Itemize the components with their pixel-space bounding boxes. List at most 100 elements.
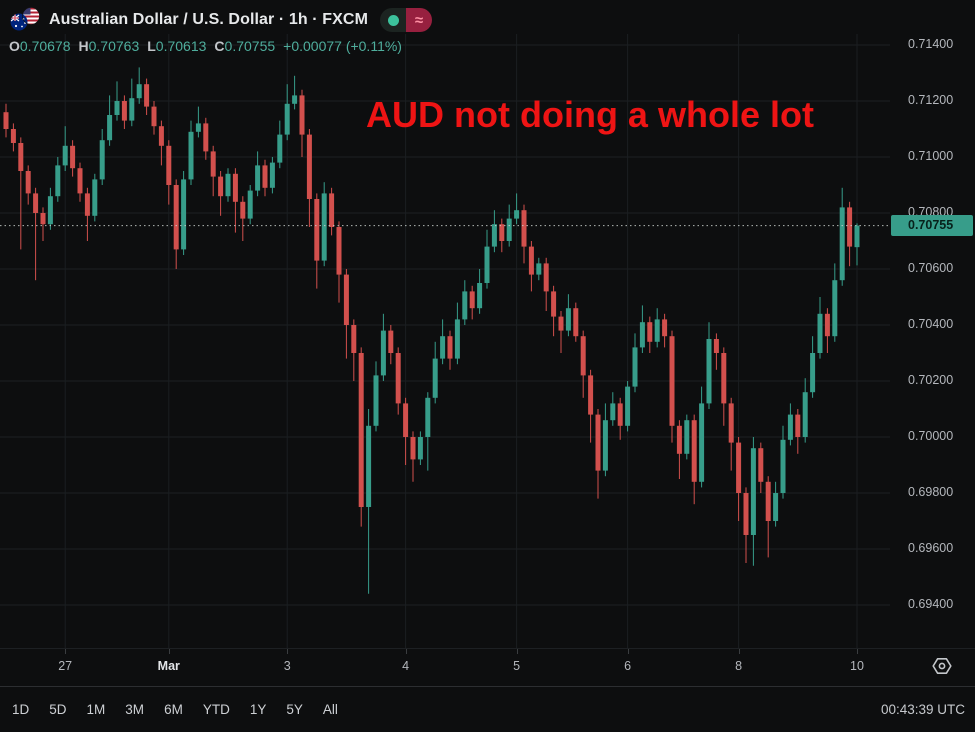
time-tick-label: 10 <box>850 659 864 673</box>
candle-body <box>3 112 9 129</box>
candle-body <box>625 386 631 426</box>
candle-body <box>795 414 801 437</box>
market-open-dot-icon <box>387 14 399 26</box>
candle-body <box>55 165 61 197</box>
range-ytd-button[interactable]: YTD <box>202 702 230 717</box>
time-axis[interactable]: 27 Mar 3 4 5 6 8 10 <box>0 648 975 686</box>
candle-body <box>728 403 734 443</box>
clock-utc[interactable]: 00:43:39 UTC <box>880 702 965 717</box>
candle-body <box>203 123 209 152</box>
candle-body <box>195 123 201 132</box>
high-value: 0.70763 <box>88 38 140 54</box>
price-tick-label: 0.69600 <box>908 541 954 555</box>
candle-body <box>121 101 127 121</box>
market-status-dot-pill[interactable] <box>380 8 407 32</box>
price-tick-label: 0.69400 <box>908 597 954 611</box>
candle-body <box>736 442 742 493</box>
range-1m-button[interactable]: 1M <box>86 702 106 717</box>
candle-body <box>721 353 727 404</box>
time-tick-mark <box>287 649 289 654</box>
candle-body <box>669 336 675 426</box>
candle-body <box>432 358 438 398</box>
candle-body <box>99 140 105 180</box>
candle-body <box>107 115 113 141</box>
time-tick-mark <box>738 649 740 654</box>
time-tick-mark <box>516 649 518 654</box>
range-all-button[interactable]: All <box>322 702 338 717</box>
range-1y-button[interactable]: 1Y <box>249 702 267 717</box>
candle-body <box>440 336 446 359</box>
time-tick-label: 5 <box>513 659 521 673</box>
candle-body <box>232 173 238 202</box>
candle-body <box>565 308 571 331</box>
candle-body <box>491 224 497 247</box>
aud-usd-flags-icon <box>8 7 42 33</box>
price-tick-label: 0.70200 <box>908 373 954 387</box>
candle-body <box>25 171 31 194</box>
candle-body <box>388 330 394 353</box>
chart-annotation-text: AUD not doing a whole lot <box>366 94 814 135</box>
candle-body <box>499 224 505 241</box>
candlestick-chart[interactable] <box>0 0 975 648</box>
symbol-title[interactable]: Australian Dollar / U.S. Dollar · 1h · F… <box>49 11 369 28</box>
candle-body <box>447 336 453 359</box>
candle-body <box>417 437 423 460</box>
candle-body <box>462 291 468 320</box>
candle-body <box>114 101 120 115</box>
range-5d-button[interactable]: 5D <box>49 702 67 717</box>
candle-body <box>306 134 312 199</box>
candle-body <box>425 397 431 437</box>
time-tick-label: 6 <box>624 659 632 673</box>
candle-body <box>84 193 90 216</box>
range-3m-button[interactable]: 3M <box>125 702 145 717</box>
candle-body <box>188 131 194 180</box>
candle-body <box>366 425 372 507</box>
range-5y-button[interactable]: 5Y <box>286 702 303 717</box>
candle-body <box>373 375 379 426</box>
candle-body <box>765 481 771 521</box>
last-price-tag: 0.70755 <box>891 214 973 236</box>
candle-body <box>299 95 305 135</box>
candle-body <box>181 179 187 250</box>
price-tick-label: 0.71000 <box>908 149 954 163</box>
candle-body <box>18 143 24 171</box>
candle-body <box>129 98 135 121</box>
candle-body <box>750 448 756 535</box>
range-1d-button[interactable]: 1D <box>12 702 30 717</box>
candle-body <box>654 319 660 342</box>
price-tick-label: 0.70600 <box>908 261 954 275</box>
candle-body <box>255 165 261 191</box>
range-6m-button[interactable]: 6M <box>164 702 183 717</box>
time-tick-mark <box>405 649 407 654</box>
candle-body <box>632 347 638 387</box>
candle-body <box>218 176 224 197</box>
candle-body <box>173 185 179 250</box>
market-status-toggle[interactable]: ≈ <box>380 8 433 32</box>
candle-body <box>780 439 786 493</box>
candle-body <box>743 493 749 535</box>
candle-body <box>514 210 520 219</box>
candle-body <box>817 313 823 353</box>
candle-body <box>329 193 335 227</box>
candle-body <box>158 126 164 146</box>
delayed-data-pill[interactable]: ≈ <box>406 8 433 32</box>
candle-body <box>684 420 690 454</box>
price-axis[interactable]: 0.71400 0.71200 0.71000 0.70800 0.70600 0.704… <box>890 0 975 648</box>
time-tick-mark <box>627 649 629 654</box>
candle-body <box>336 227 342 275</box>
price-tick-label: 0.69800 <box>908 485 954 499</box>
candle-body <box>713 339 719 353</box>
price-scale-settings-icon[interactable] <box>931 655 953 677</box>
time-tick-label: Mar <box>157 659 180 673</box>
candle-body <box>292 95 298 104</box>
candle-body <box>454 319 460 359</box>
candle-body <box>521 210 527 247</box>
candle-body <box>70 145 76 169</box>
candle-body <box>602 420 608 471</box>
candle-body <box>10 129 16 143</box>
candle-body <box>617 403 623 426</box>
candle-body <box>824 313 830 337</box>
candle-body <box>469 291 475 309</box>
candle-body <box>839 207 845 281</box>
